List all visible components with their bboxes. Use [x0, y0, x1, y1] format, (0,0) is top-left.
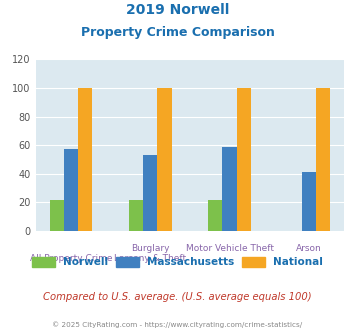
Text: Larceny & Theft: Larceny & Theft	[114, 254, 186, 263]
Text: © 2025 CityRating.com - https://www.cityrating.com/crime-statistics/: © 2025 CityRating.com - https://www.city…	[53, 322, 302, 328]
Bar	[302, 172, 316, 231]
Text: Compared to U.S. average. (U.S. average equals 100): Compared to U.S. average. (U.S. average …	[43, 292, 312, 302]
Bar	[78, 88, 92, 231]
Bar	[143, 155, 157, 231]
Legend: Norwell, Massachusetts, National: Norwell, Massachusetts, National	[32, 256, 323, 267]
Text: Motor Vehicle Theft: Motor Vehicle Theft	[186, 244, 274, 253]
Bar	[129, 200, 143, 231]
Bar	[316, 88, 330, 231]
Bar	[237, 88, 251, 231]
Text: All Property Crime: All Property Crime	[30, 254, 112, 263]
Text: 2019 Norwell: 2019 Norwell	[126, 3, 229, 17]
Bar	[157, 88, 172, 231]
Bar	[223, 147, 237, 231]
Text: Arson: Arson	[296, 244, 322, 253]
Bar	[50, 200, 64, 231]
Bar	[208, 200, 223, 231]
Text: Burglary: Burglary	[131, 244, 170, 253]
Text: Property Crime Comparison: Property Crime Comparison	[81, 26, 274, 39]
Bar	[64, 149, 78, 231]
